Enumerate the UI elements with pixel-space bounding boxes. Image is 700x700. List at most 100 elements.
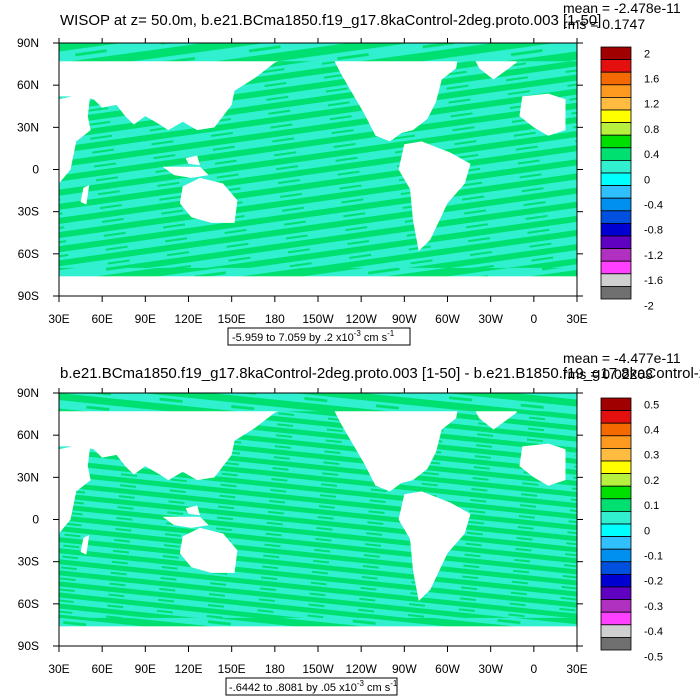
panel-1-land xyxy=(59,43,577,296)
panel-1-colorbar-cell xyxy=(600,147,632,161)
panel-2-range-exp: -3 xyxy=(357,679,365,688)
panel-2-mean: mean = -4.477e-11 xyxy=(563,350,681,366)
panel-2-colorbar-cell xyxy=(600,498,632,512)
panel-1-map xyxy=(58,42,578,297)
panel-1-colorbar-label: -1.2 xyxy=(644,250,663,262)
panel-2-colorbar-cell xyxy=(600,574,632,588)
panel-2-colorbar-cell xyxy=(600,460,632,475)
panel-2-colorbar: 0.5 0.4 0.3 0.2 0.1 0 -0.1 -0.2 -0.3 -0.4 -0.5 xyxy=(600,397,663,663)
panel-1-x-tick-label: 150W xyxy=(302,312,334,326)
panel-1-colorbar-cell xyxy=(600,84,632,98)
panel-1-colorbar-label: 0.4 xyxy=(644,149,659,161)
panel-2-colorbar-cell xyxy=(600,422,632,437)
panel-2-colorbar-label: 0 xyxy=(644,525,650,537)
panel-1-colorbar-cell xyxy=(600,273,632,287)
panel-1-x-tick-label: 180 xyxy=(265,312,285,326)
panel-1-colorbar-label: -0.4 xyxy=(644,200,663,212)
panel-1-colorbar-cell xyxy=(600,97,632,111)
panel-2-colorbar-label: 0.3 xyxy=(644,450,659,462)
panel-2-colorbar-label: -0.1 xyxy=(644,551,663,563)
panel-2-colorbar-cell xyxy=(600,624,632,638)
panel-1-range-text: -5.959 to 7.059 by .2 x10 xyxy=(232,332,354,344)
panel-1-range-note: -5.959 to 7.059 by .2 x10-3 cm s-1 xyxy=(227,327,411,346)
svg-text:-.6442 to .8081 by .05 x10-3 c: -.6442 to .8081 by .05 x10-3 cm s-1 xyxy=(229,679,398,694)
panel-2-colorbar-cell xyxy=(600,435,632,449)
panel-1-title: WISOP at z= 50.0m, b.e21.BCma1850.f19_g1… xyxy=(60,12,601,29)
panel-1-y-tick-label: 60N xyxy=(17,78,39,92)
panel-2-colorbar-label: -0.5 xyxy=(644,651,663,663)
panel-1-x-tick-label: 0 xyxy=(530,312,537,326)
panel-2-y-tick-label: 90N xyxy=(17,386,39,400)
panel-2-land xyxy=(59,393,577,646)
panel-1-range-unit-exp: -1 xyxy=(387,329,395,338)
panel-2-colorbar-cell xyxy=(600,485,632,500)
panel-1-x-tick-label: 30E xyxy=(566,312,587,326)
panel-2-range-text: -.6442 to .8081 by .05 x10 xyxy=(229,682,357,694)
panel-2-x-tick-label: 150E xyxy=(218,662,246,676)
panel-1-colorbar-label: 1.6 xyxy=(644,74,659,86)
panel-1-colorbar-cell xyxy=(600,222,632,237)
panel-2-axes: 30E 60E 90E 120E 150E 180 150W 120W 90W 60W 30W 0 30… xyxy=(17,386,588,676)
panel-1-colorbar-label: -2 xyxy=(644,300,654,312)
panel-1-colorbar-cell xyxy=(600,285,632,300)
panel-2-colorbar-cell xyxy=(600,561,632,575)
panel-2-title: b.e21.BCma1850.f19_g17.8kaControl-2deg.p… xyxy=(60,365,700,382)
panel-1-y-tick-label: 30S xyxy=(18,205,39,219)
panel-2-x-tick-label: 150W xyxy=(302,662,334,676)
panel-1-x-tick-label: 150E xyxy=(218,312,246,326)
panel-2-colorbar-cell xyxy=(600,599,632,613)
panel-2-colorbar-cell xyxy=(600,447,632,462)
panel-1-colorbar-cell xyxy=(600,210,632,224)
panel-1-x-tick-label: 30W xyxy=(478,312,503,326)
panel-2-colorbar-cell xyxy=(600,536,632,550)
panel-2-colorbar-label: 0.4 xyxy=(644,425,659,437)
panel-1-y-tick-label: 60S xyxy=(18,247,39,261)
panel-2-colorbar-cell xyxy=(600,523,632,538)
panel-1-colorbar-cell xyxy=(600,134,632,149)
panel-1-mean: mean = -2.478e-11 xyxy=(563,0,681,16)
panel-2-colorbar-cell xyxy=(600,397,632,412)
panel-1-colorbar-cell xyxy=(600,71,632,86)
panel-1-colorbar-cell xyxy=(600,159,632,174)
panel-1-range-unit: cm s xyxy=(361,332,388,344)
panel-2-colorbar-cell xyxy=(600,611,632,626)
panel-2-colorbar-label: 0.2 xyxy=(644,475,659,487)
panel-1-colorbar-cell xyxy=(600,248,632,262)
panel-2-y-tick-label: 60S xyxy=(18,597,39,611)
panel-2-colorbar-cell xyxy=(600,510,632,525)
panel-2-y-tick-label: 30S xyxy=(18,555,39,569)
panel-2-y-tick-label: 90S xyxy=(18,639,39,653)
panel-2-x-tick-label: 90E xyxy=(135,662,156,676)
panel-2-colorbar-cell xyxy=(600,548,632,563)
panel-1-colorbar-cell xyxy=(600,197,632,212)
panel-2-colorbar-cell xyxy=(600,410,632,424)
panel-1-y-tick-label: 0 xyxy=(32,163,39,177)
panel-1-colorbar-cell xyxy=(600,235,632,250)
panel-1-x-tick-label: 60W xyxy=(435,312,460,326)
panel-1-x-tick-label: 120E xyxy=(174,312,202,326)
panel-1-range-exp: -3 xyxy=(354,329,362,338)
panel-1-y-tick-label: 90S xyxy=(18,289,39,303)
panel-2-y-tick-label: 0 xyxy=(32,513,39,527)
panel-2-x-tick-label: 120W xyxy=(345,662,377,676)
panel-1-colorbar-label: 0 xyxy=(644,174,650,186)
panel-2-x-tick-label: 90W xyxy=(392,662,417,676)
panel-2-rms: rms = 0.02203 xyxy=(563,366,653,382)
panel-1-colorbar-cell xyxy=(600,59,632,73)
panel-1-colorbar-cell xyxy=(600,122,632,136)
panel-1-y-tick-label: 90N xyxy=(17,36,39,50)
panel-2-map xyxy=(58,392,578,647)
panel-1-x-tick-label: 120W xyxy=(345,312,377,326)
panel-1-y-tick-label: 30N xyxy=(17,120,39,134)
panel-2-x-tick-label: 60E xyxy=(91,662,112,676)
panel-1-colorbar-label: 2 xyxy=(644,48,650,60)
panel-1-colorbar-cell xyxy=(600,46,632,61)
panel-2-colorbar-label: 0.5 xyxy=(644,399,659,411)
panel-1-colorbar-label: 0.8 xyxy=(644,124,659,136)
panel-2-y-tick-label: 30N xyxy=(17,470,39,484)
panel-2-colorbar-label: -0.2 xyxy=(644,576,663,588)
panel-1-x-tick-label: 90E xyxy=(135,312,156,326)
panel-2-colorbar-cell xyxy=(600,637,632,651)
svg-text:-5.959 to 7.059 by .2 x10-3 cm: -5.959 to 7.059 by .2 x10-3 cm s-1 xyxy=(232,329,395,344)
